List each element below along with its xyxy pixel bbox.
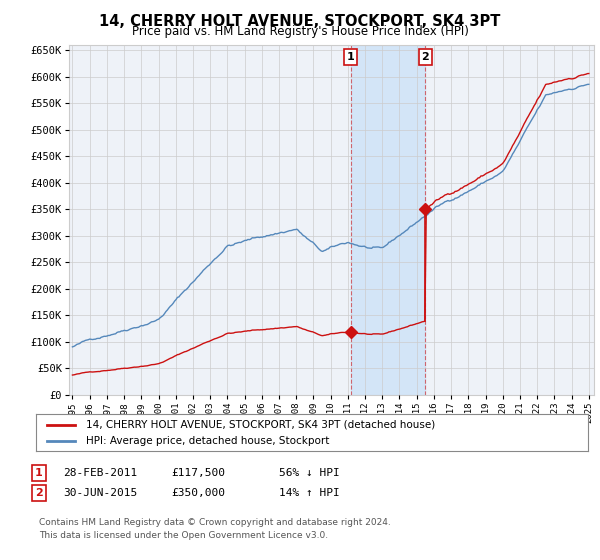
Text: 2: 2 — [35, 488, 43, 498]
Text: 14, CHERRY HOLT AVENUE, STOCKPORT, SK4 3PT (detached house): 14, CHERRY HOLT AVENUE, STOCKPORT, SK4 3… — [86, 419, 435, 430]
Text: 14% ↑ HPI: 14% ↑ HPI — [279, 488, 340, 498]
Text: HPI: Average price, detached house, Stockport: HPI: Average price, detached house, Stoc… — [86, 436, 329, 446]
Text: 14, CHERRY HOLT AVENUE, STOCKPORT, SK4 3PT: 14, CHERRY HOLT AVENUE, STOCKPORT, SK4 3… — [100, 14, 500, 29]
Text: 28-FEB-2011: 28-FEB-2011 — [63, 468, 137, 478]
Text: 1: 1 — [347, 52, 355, 62]
Text: 2: 2 — [421, 52, 429, 62]
Text: 1: 1 — [35, 468, 43, 478]
Text: 30-JUN-2015: 30-JUN-2015 — [63, 488, 137, 498]
Text: £350,000: £350,000 — [171, 488, 225, 498]
Text: £117,500: £117,500 — [171, 468, 225, 478]
Text: This data is licensed under the Open Government Licence v3.0.: This data is licensed under the Open Gov… — [39, 531, 328, 540]
Bar — [350, 45, 425, 395]
Text: 56% ↓ HPI: 56% ↓ HPI — [279, 468, 340, 478]
Text: Price paid vs. HM Land Registry's House Price Index (HPI): Price paid vs. HM Land Registry's House … — [131, 25, 469, 38]
Text: Contains HM Land Registry data © Crown copyright and database right 2024.: Contains HM Land Registry data © Crown c… — [39, 518, 391, 527]
